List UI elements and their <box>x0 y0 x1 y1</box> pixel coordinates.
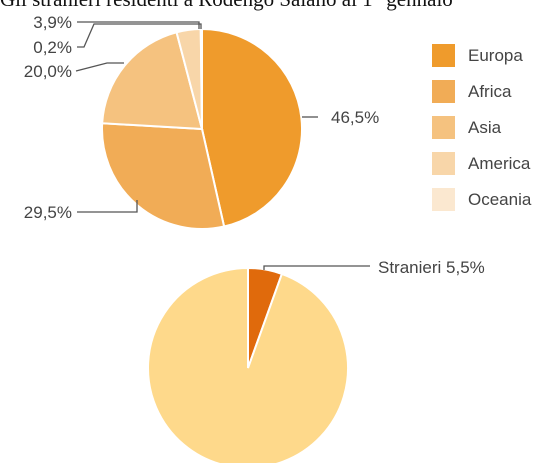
legend-label-africa: Africa <box>468 82 512 101</box>
slice-remainder <box>147 266 349 463</box>
foreigners-pie <box>147 266 349 463</box>
slice-oceania <box>199 27 203 130</box>
slice-europa <box>201 27 303 228</box>
data-label-america: 3,9% <box>33 13 72 32</box>
legend-swatch-europa <box>432 44 455 67</box>
foreigners-pie-labels: Stranieri 5,5% <box>263 258 485 277</box>
legend-label-oceania: Oceania <box>468 190 532 209</box>
legend-swatch-africa <box>432 80 455 103</box>
leader-line-stranieri <box>263 265 370 270</box>
legend-swatch-oceania <box>432 188 455 211</box>
leader-line-asia <box>75 62 124 72</box>
legend-swatch-america <box>432 152 455 175</box>
chart-title: Gli stranieri residenti a Rodengo Saiano… <box>0 0 550 12</box>
data-label-africa: 29,5% <box>24 203 72 222</box>
legend: Europa Africa Asia America Oceania <box>432 44 532 211</box>
legend-swatch-asia <box>432 116 455 139</box>
legend-label-europa: Europa <box>468 46 523 65</box>
data-label-europa: 46,5% <box>331 108 379 127</box>
data-label-oceania: 0,2% <box>33 38 72 57</box>
data-label-asia: 20,0% <box>24 62 72 81</box>
data-label-stranieri: Stranieri 5,5% <box>378 258 485 277</box>
continent-pie <box>101 27 303 230</box>
leader-line-africa <box>77 200 138 213</box>
legend-label-asia: Asia <box>468 118 502 137</box>
legend-label-america: America <box>468 154 531 173</box>
leader-line-america <box>77 21 200 29</box>
leader-line-oceania <box>77 23 202 48</box>
continent-pie-labels: 46,5% 29,5% 20,0% 3,9% 0,2% <box>24 13 379 222</box>
slice-asia <box>101 31 204 131</box>
